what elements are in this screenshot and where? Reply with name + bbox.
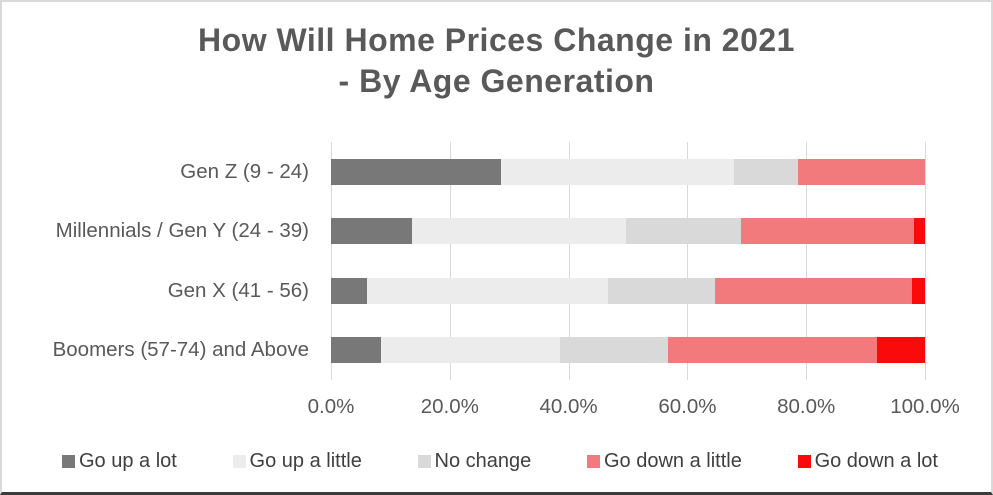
legend-label: No change xyxy=(434,449,532,472)
bar-segment-go-down-a-little xyxy=(741,218,914,245)
legend-swatch-go-up-a-lot xyxy=(62,454,75,468)
bar-segment-go-up-a-lot xyxy=(331,277,368,304)
chart-title-line2: - By Age Generation xyxy=(338,63,655,99)
x-tick-label: 20.0% xyxy=(420,395,479,418)
legend-label: Go down a little xyxy=(604,449,742,472)
bar-segment-go-up-a-lot xyxy=(331,218,412,245)
legend-swatch-go-up-a-little xyxy=(232,454,246,468)
legend-item-go-down-a-lot: Go down a lot xyxy=(797,449,938,473)
bar-segment-no-change xyxy=(560,337,669,364)
gridline-80pct xyxy=(806,142,808,380)
bar-segment-go-down-a-lot xyxy=(913,218,925,245)
x-tick-label: 100.0% xyxy=(890,395,960,418)
legend-swatch-go-down-a-little xyxy=(587,454,600,468)
bar-rows xyxy=(331,142,925,380)
bar-segment-go-down-a-little xyxy=(715,277,913,304)
bar-segment-go-down-a-lot xyxy=(912,277,925,304)
chart-title: How Will Home Prices Change in 2021 - By… xyxy=(2,20,991,102)
legend-label: Go up a little xyxy=(249,449,362,472)
legend-item-go-up-a-little: Go up a little xyxy=(232,449,362,473)
x-tick-label: 0.0% xyxy=(307,395,355,418)
bar-segment-go-up-a-little xyxy=(500,158,735,185)
category-axis: Gen Z (9 - 24) Millennials / Gen Y (24 - … xyxy=(2,142,320,380)
gridline-40pct xyxy=(568,142,570,380)
bar-segment-go-up-a-little xyxy=(367,277,609,304)
legend-item-go-down-a-little: Go down a little xyxy=(587,450,742,473)
x-axis: 0.0% 20.0% 40.0% 60.0% 80.0% 100.0% xyxy=(308,395,960,421)
gridline-100pct xyxy=(925,142,926,380)
bar-segment-go-up-a-lot xyxy=(331,158,501,185)
legend-swatch-no-change xyxy=(417,454,431,468)
legend-item-no-change: No change xyxy=(417,449,532,473)
plot-area xyxy=(331,142,926,380)
bar-segment-go-up-a-little xyxy=(380,337,561,364)
category-label: Boomers (57-74) and Above xyxy=(52,338,309,362)
bar-segment-no-change xyxy=(625,218,742,245)
bar-segment-go-up-a-little xyxy=(411,218,626,245)
legend-swatch-go-down-a-lot xyxy=(797,454,811,468)
bar-row xyxy=(331,321,925,381)
bar-segment-go-down-a-little xyxy=(797,158,925,185)
stacked-bar-millennials-gen-y-24-39 xyxy=(331,218,925,245)
bar-segment-no-change xyxy=(734,158,798,185)
gridline-20pct xyxy=(449,142,451,380)
category-label: Millennials / Gen Y (24 - 39) xyxy=(55,219,309,243)
stacked-bar-gen-x-41-56 xyxy=(331,277,925,304)
category-label: Gen X (41 - 56) xyxy=(167,278,309,302)
bar-row xyxy=(331,142,925,202)
bar-row xyxy=(331,261,925,321)
legend-label: Go up a lot xyxy=(79,449,177,472)
bar-segment-go-down-a-lot xyxy=(876,337,925,364)
x-tick-label: 40.0% xyxy=(539,395,598,418)
legend-item-go-up-a-lot: Go up a lot xyxy=(62,450,177,473)
bar-row xyxy=(331,202,925,262)
gridline-60pct xyxy=(687,142,689,380)
stacked-bar-gen-z-9-24 xyxy=(331,158,925,185)
bar-segment-go-down-a-little xyxy=(668,337,877,364)
category-label: Gen Z (9 - 24) xyxy=(180,159,309,183)
legend: Go up a lot Go up a little No change Go dow… xyxy=(62,448,938,474)
x-tick-label: 60.0% xyxy=(658,395,717,418)
gridline-0pct xyxy=(331,142,332,380)
bar-segment-no-change xyxy=(608,277,716,304)
bar-segment-go-up-a-lot xyxy=(331,337,381,364)
x-tick-label: 80.0% xyxy=(777,395,836,418)
chart-title-line1: How Will Home Prices Change in 2021 xyxy=(198,22,795,58)
legend-label: Go down a lot xyxy=(814,449,938,472)
stacked-bar-boomers-57-74-and-above xyxy=(331,337,925,364)
